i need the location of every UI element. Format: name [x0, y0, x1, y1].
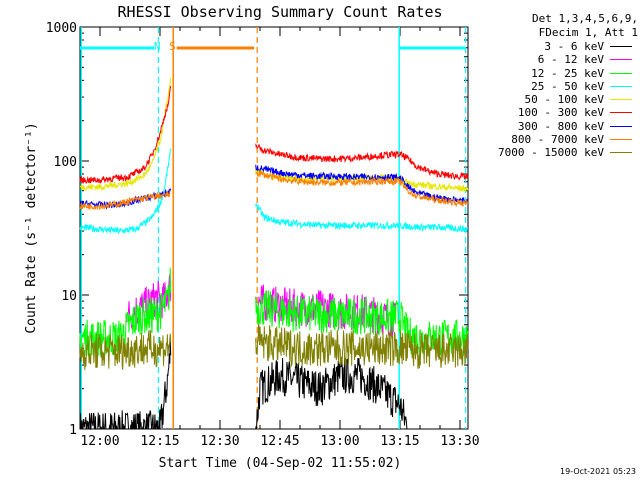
x-tick-label: 13:30 — [440, 434, 479, 449]
chart-marks: 1 10 100 1000 12:00 12:15 12:30 12:45 13:00 13:15… — [46, 21, 480, 449]
series-line — [255, 357, 408, 430]
legend-entry: 300 - 800 keV — [478, 120, 638, 133]
series-line — [255, 203, 469, 233]
y-tick-label: 1000 — [46, 21, 77, 36]
series-line — [255, 290, 469, 357]
timestamp: 19-Oct-2021 05:23 — [560, 467, 636, 476]
legend-entry-label: 3 - 6 keV — [544, 40, 604, 53]
y-tick-label: 100 — [54, 155, 77, 170]
series-line — [79, 190, 171, 211]
series-line — [79, 148, 172, 235]
legend-entry-label: 800 - 7000 keV — [511, 133, 604, 147]
legend-entry: 800 - 7000 keV — [478, 133, 638, 146]
x-axis-label: Start Time (04-Sep-02 11:55:02) — [159, 456, 402, 471]
x-tick-label: 13:15 — [380, 434, 419, 449]
legend-entry-label: 50 - 100 keV — [524, 93, 604, 107]
x-tick-label: 12:15 — [140, 434, 179, 449]
legend-swatch — [610, 72, 632, 74]
legend-swatch — [610, 59, 632, 61]
x-tick-label: 12:00 — [80, 434, 119, 449]
x-tick-label: 13:00 — [320, 434, 359, 449]
legend-entries: 3 - 6 keV 6 - 12 keV 12 - 25 keV 25 - 50 ke… — [478, 40, 638, 160]
series-line — [79, 329, 172, 371]
legend-entry-label: 7000 - 15000 keV — [498, 146, 604, 160]
legend-swatch — [610, 85, 632, 87]
legend-entry: 12 - 25 keV — [478, 67, 638, 80]
series-line — [79, 188, 172, 210]
legend-entry: 100 - 300 keV — [478, 106, 638, 119]
legend-entry-label: 12 - 25 keV — [531, 66, 604, 80]
series-line — [79, 86, 172, 185]
series-line — [255, 284, 397, 338]
series-line — [255, 323, 469, 369]
series-line — [79, 267, 172, 357]
legend-header-detectors: Det 1,3,4,5,6,9, — [532, 12, 638, 25]
y-axis-label: Count Rate (s⁻¹ detector⁻¹) — [24, 122, 39, 333]
legend-swatch — [610, 99, 632, 101]
legend-swatch — [610, 152, 632, 154]
legend-entry-label: 100 - 300 keV — [517, 106, 604, 120]
legend-swatch — [610, 46, 632, 47]
legend-swatch — [610, 125, 632, 127]
legend-entry: 50 - 100 keV — [478, 93, 638, 106]
state-label: N — [154, 40, 161, 53]
legend-entry-label: 25 - 50 keV — [531, 79, 604, 93]
legend: Det 1,3,4,5,6,9, FDecim 1, Att 1 3 - 6 k… — [478, 12, 638, 160]
legend-entry: 3 - 6 keV — [478, 40, 638, 53]
legend-entry: 25 - 50 keV — [478, 80, 638, 93]
series-line — [79, 77, 172, 192]
series-line — [255, 143, 469, 181]
y-tick-label: 1 — [69, 423, 77, 438]
legend-header-attenuator: FDecim 1, Att 1 — [538, 26, 638, 39]
legend-entry-label: 6 - 12 keV — [537, 53, 604, 67]
legend-entry: 6 - 12 keV — [478, 53, 638, 66]
y-tick-label: 10 — [61, 289, 77, 304]
legend-swatch — [610, 139, 632, 141]
x-tick-label: 12:45 — [260, 434, 299, 449]
x-tick-label: 12:30 — [200, 434, 239, 449]
chart-title: RHESSI Observing Summary Count Rates — [117, 3, 442, 21]
series-line — [79, 340, 172, 431]
legend-swatch — [610, 112, 632, 114]
series-line — [255, 169, 469, 208]
legend-entry: 7000 - 15000 keV — [478, 146, 638, 159]
legend-entry-label: 300 - 800 keV — [517, 119, 604, 133]
state-label: S — [169, 40, 176, 53]
